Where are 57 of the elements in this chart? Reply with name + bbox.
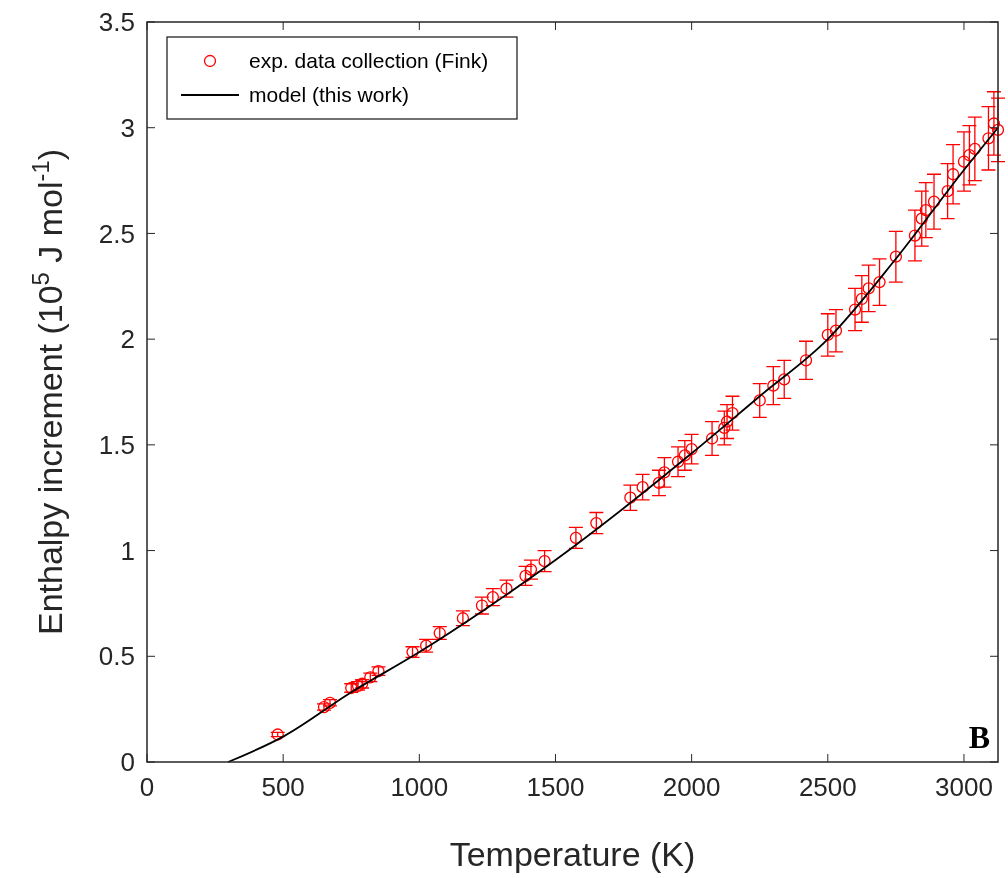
x-tick-label: 3000 [935,772,993,802]
x-tick-label: 1500 [526,772,585,802]
point [705,432,719,445]
legend-label: exp. data collection (Fink) [249,49,489,73]
point [720,415,734,428]
point [685,442,698,456]
x-axis-title: Temperature (K) [449,835,696,873]
x-tick-label: 1000 [390,772,449,802]
point [590,516,603,530]
point [753,394,766,407]
y-tick-label: 0 [120,747,135,778]
annotation: B [968,719,990,755]
point [767,379,780,392]
point [778,373,791,386]
point [982,132,995,145]
point [726,406,739,420]
point [671,455,685,468]
y-tick-label: 3.5 [98,7,135,38]
x-tick-label: 0 [139,772,155,802]
point [624,491,637,504]
legend-label: model (this work) [249,83,409,107]
point [873,275,886,289]
point [908,229,922,242]
point [855,292,868,306]
point [569,531,583,545]
point [848,303,862,316]
y-tick-label: 2.5 [98,218,135,249]
point [658,466,671,479]
y-tick-label: 2 [120,324,135,355]
point [927,195,941,208]
point [987,117,1001,130]
x-tick-label: 2000 [662,772,721,802]
y-tick-label: 1 [120,535,135,566]
y-tick-label: 3 [120,112,135,143]
point [862,282,875,295]
point [991,123,1005,136]
point [678,449,691,462]
point [829,324,843,337]
point [968,142,981,156]
point [799,354,813,367]
point [271,728,284,741]
point [538,554,551,568]
point [636,480,649,494]
point [915,212,928,225]
point [963,149,976,162]
point [919,204,932,217]
point [941,184,954,198]
x-tick-label: 500 [261,772,305,802]
y-tick-label: 1.5 [98,429,135,460]
point [946,168,960,181]
point [889,250,903,263]
point [957,155,971,168]
point [718,421,731,435]
point [821,328,834,342]
y-tick-label: 0.5 [98,641,135,672]
x-tick-label: 2500 [798,772,857,802]
point [652,476,666,490]
